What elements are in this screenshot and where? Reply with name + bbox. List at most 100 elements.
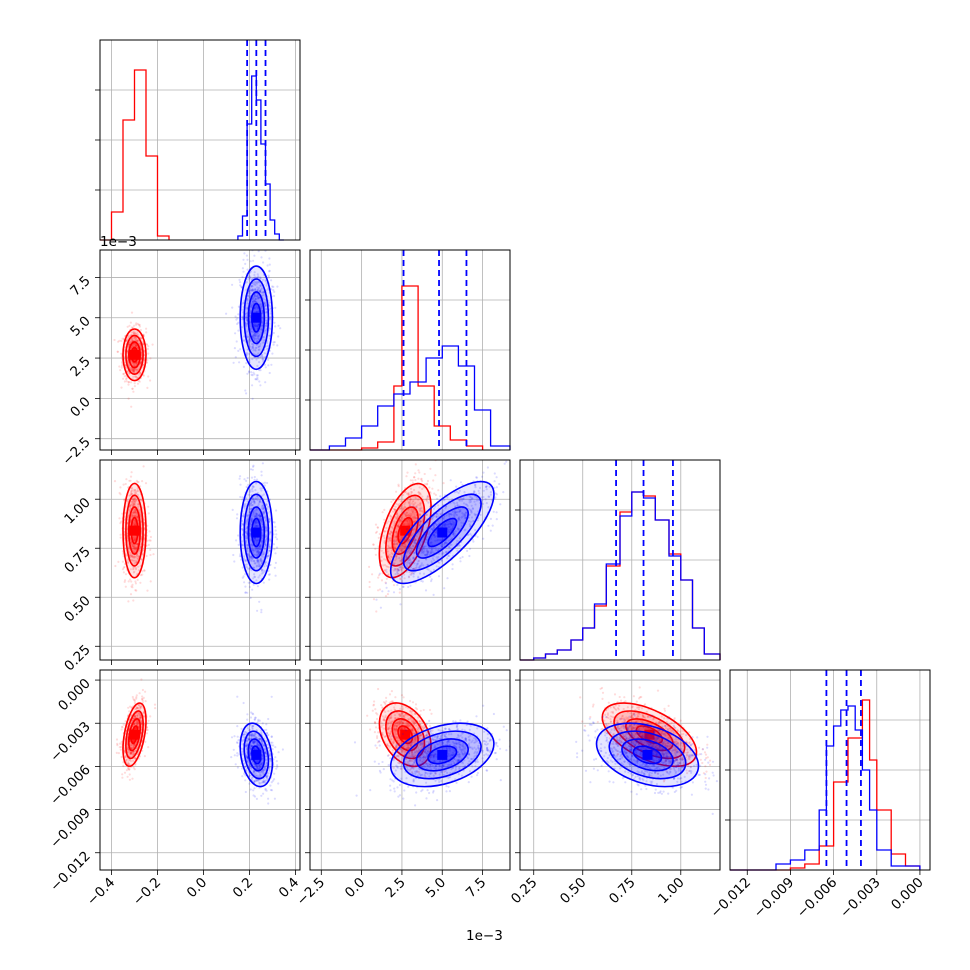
density-peak-blue <box>251 527 262 538</box>
sample-point <box>409 514 412 518</box>
sample-point <box>481 498 484 502</box>
sample-point <box>251 345 254 349</box>
sample-point <box>436 539 439 542</box>
sample-point <box>381 590 384 593</box>
sample-point <box>129 321 132 324</box>
sample-point <box>134 497 137 500</box>
sample-point <box>252 485 255 488</box>
sample-point <box>253 334 256 337</box>
sample-point <box>451 523 454 526</box>
sample-point <box>248 503 251 506</box>
sample-point <box>418 513 422 516</box>
sample-point <box>136 332 139 335</box>
sample-point <box>392 584 396 587</box>
sample-point <box>406 519 409 523</box>
sample-point <box>130 544 133 547</box>
sample-point <box>134 547 137 550</box>
sample-point <box>130 500 133 503</box>
sample-point <box>413 541 416 544</box>
sample-point <box>129 494 132 497</box>
sample-point <box>139 363 142 366</box>
sample-point <box>449 522 452 525</box>
sample-point <box>256 508 259 511</box>
sample-point <box>116 350 119 353</box>
sample-point <box>429 530 432 533</box>
sample-point <box>379 606 382 609</box>
sample-point <box>478 492 481 495</box>
sample-point <box>263 331 266 334</box>
sample-point <box>130 554 133 558</box>
sample-point <box>130 489 133 492</box>
sample-point <box>247 547 250 550</box>
sample-point <box>447 522 450 526</box>
sample-point <box>368 580 371 584</box>
sample-point <box>409 498 412 501</box>
sample-point <box>273 341 276 344</box>
sample-point <box>382 534 385 538</box>
sample-point <box>433 526 436 529</box>
sample-point <box>262 291 265 294</box>
sample-point <box>232 553 235 557</box>
sample-point <box>123 346 127 349</box>
sample-point <box>140 337 143 340</box>
sample-point <box>458 528 461 531</box>
sample-point <box>258 344 262 348</box>
sample-point <box>133 555 136 558</box>
sample-point <box>417 469 420 472</box>
sample-point <box>137 508 140 512</box>
sample-point <box>134 511 137 514</box>
sample-point <box>134 544 137 547</box>
sample-point <box>385 568 388 571</box>
sample-point <box>409 573 412 576</box>
sample-point <box>252 513 255 516</box>
sample-point <box>449 522 452 525</box>
sample-point <box>422 538 425 541</box>
sample-point <box>407 518 410 521</box>
sample-point <box>275 546 279 549</box>
sample-point <box>260 611 263 614</box>
sample-point <box>445 542 448 545</box>
sample-point <box>133 368 136 371</box>
sample-point <box>262 551 265 554</box>
sample-point <box>246 298 249 301</box>
sample-point <box>134 757 137 760</box>
histogram-red-p0 <box>100 69 170 241</box>
sample-point <box>389 530 392 533</box>
sample-point <box>134 344 137 347</box>
sample-point <box>420 563 423 567</box>
sample-point <box>139 371 142 374</box>
sample-point <box>249 518 253 522</box>
sample-point <box>267 549 270 552</box>
sample-point <box>149 580 152 583</box>
sample-point <box>254 498 257 501</box>
sample-point <box>261 510 265 513</box>
sample-point <box>387 555 390 559</box>
sample-point <box>432 479 435 482</box>
sample-point <box>405 558 408 561</box>
sample-point <box>448 546 451 549</box>
sample-point <box>251 487 254 491</box>
sample-point <box>131 387 134 390</box>
sample-point <box>248 555 252 558</box>
sample-point <box>418 565 421 568</box>
sample-point <box>261 294 264 297</box>
sample-point <box>394 547 397 550</box>
sample-point <box>238 361 241 364</box>
sample-point <box>408 513 411 516</box>
sample-point <box>432 515 435 518</box>
sample-point <box>259 289 262 292</box>
sample-point <box>256 514 259 517</box>
sample-point <box>383 539 386 543</box>
sample-point <box>424 483 427 486</box>
sample-point <box>253 323 256 326</box>
sample-point <box>393 567 396 570</box>
sample-point <box>428 546 431 550</box>
sample-point <box>477 489 480 492</box>
sample-point <box>425 554 428 557</box>
sample-point <box>447 554 450 558</box>
sample-point <box>415 564 418 567</box>
sample-point <box>412 556 415 560</box>
sample-point <box>137 505 140 508</box>
sample-point <box>257 322 260 326</box>
sample-point <box>135 706 138 709</box>
